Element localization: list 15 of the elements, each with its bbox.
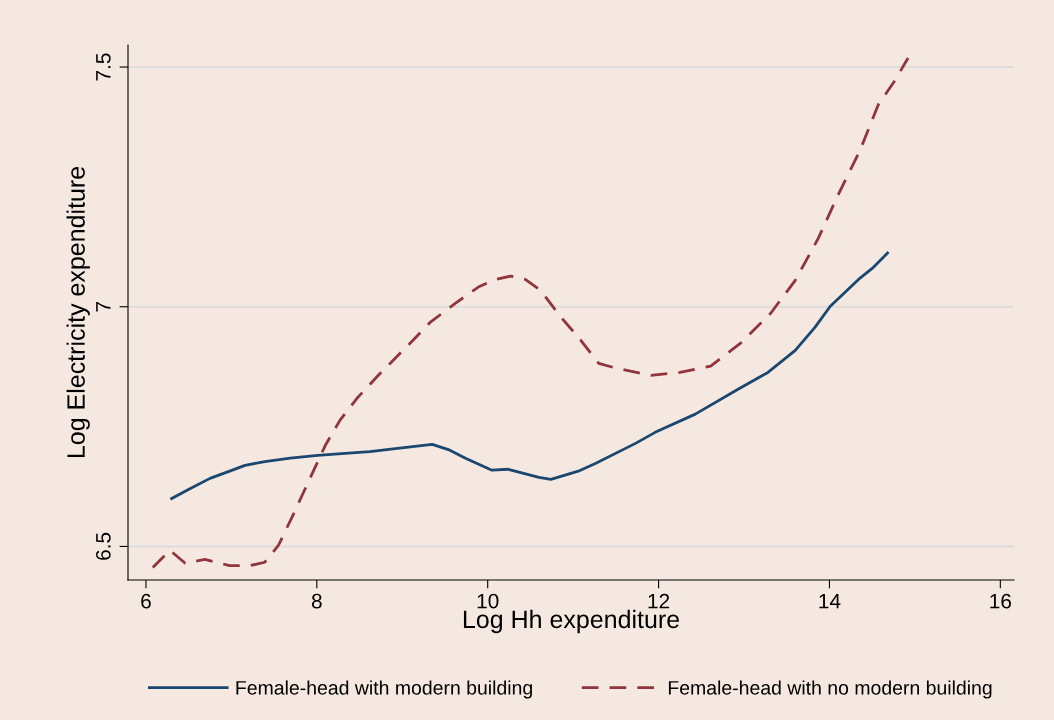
y-tick-label: 7 [96, 302, 111, 312]
y-tick-label: 6.5 [95, 532, 111, 560]
line-series [151, 56, 910, 569]
legend-label: Female-head with modern building [236, 680, 532, 699]
x-tick-label: 16 [990, 593, 1011, 609]
x-tick-label: 6 [141, 593, 151, 609]
y-tick-label: 7.5 [96, 53, 111, 81]
x-tick-label: 12 [648, 593, 670, 609]
line-series [170, 251, 889, 500]
x-axis-title: Log Hh expenditure [463, 609, 679, 634]
legend-label: Female-head with no modern building [668, 680, 992, 699]
x-tick-label: 10 [477, 593, 499, 609]
x-tick-label: 14 [819, 593, 841, 609]
x-tick-label: 8 [311, 593, 322, 609]
y-axis-title: Log Electricity expenditure [66, 167, 90, 458]
